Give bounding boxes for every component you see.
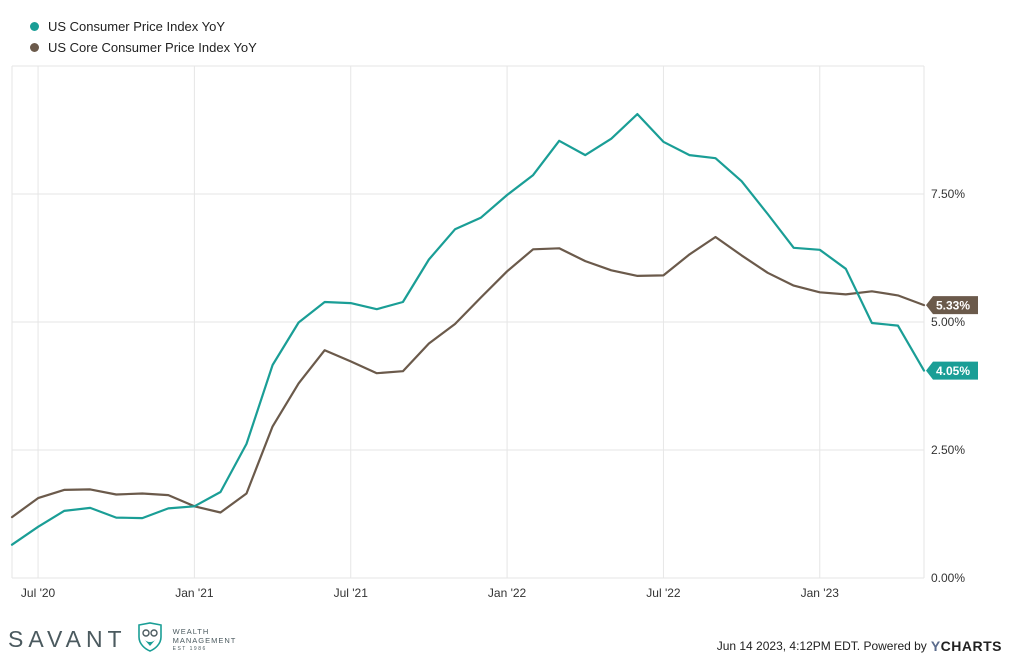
owl-shield-icon <box>137 622 163 657</box>
x-tick-label: Jul '22 <box>646 586 681 600</box>
y-tick-label: 5.00% <box>931 315 965 329</box>
legend: US Consumer Price Index YoY US Core Cons… <box>30 16 257 58</box>
end-label-text: 5.33% <box>936 299 970 313</box>
legend-label: US Core Consumer Price Index YoY <box>48 40 257 55</box>
legend-item-cpi[interactable]: US Consumer Price Index YoY <box>30 16 257 37</box>
core-cpi-end-label: 5.33% <box>926 296 978 315</box>
legend-marker-icon <box>30 43 39 52</box>
y-tick-label: 0.00% <box>931 571 965 585</box>
credit-text: Jun 14 2023, 4:12PM EDT. Powered by <box>716 639 927 653</box>
brand-subtitle: WEALTH MANAGEMENT EST 1986 <box>172 627 237 652</box>
x-tick-label: Jan '21 <box>175 586 214 600</box>
ycharts-logo[interactable]: YCHARTS <box>930 638 1002 654</box>
end-labels: 4.05% 5.33% <box>926 296 978 380</box>
x-tick-label: Jan '23 <box>801 586 840 600</box>
x-tick-label: Jan '22 <box>488 586 527 600</box>
brand-name: SAVANT <box>8 626 127 652</box>
tick-labels: 0.00% 2.50% 5.00% 7.50% Jul '20 Jan '21 Jul '2… <box>21 187 965 600</box>
footer: SAVANT WEALTH MANAGEMENT EST 1986 Jun 14… <box>0 616 1024 661</box>
brand-logo: SAVANT WEALTH MANAGEMENT EST 1986 <box>8 622 236 657</box>
x-tick-label: Jul '21 <box>334 586 369 600</box>
cpi-series-line[interactable] <box>10 112 926 546</box>
legend-marker-icon <box>30 22 39 31</box>
x-tick-label: Jul '20 <box>21 586 56 600</box>
cpi-end-label: 4.05% <box>926 361 978 380</box>
legend-item-core-cpi[interactable]: US Core Consumer Price Index YoY <box>30 37 257 58</box>
core-cpi-series-line[interactable] <box>10 235 926 519</box>
series-lines <box>10 112 926 546</box>
grid <box>11 65 925 579</box>
y-tick-label: 7.50% <box>931 187 965 201</box>
credit-line: Jun 14 2023, 4:12PM EDT. Powered by YCHA… <box>717 638 1002 654</box>
end-label-text: 4.05% <box>936 364 970 378</box>
legend-label: US Consumer Price Index YoY <box>48 19 226 34</box>
y-tick-label: 2.50% <box>931 443 965 457</box>
